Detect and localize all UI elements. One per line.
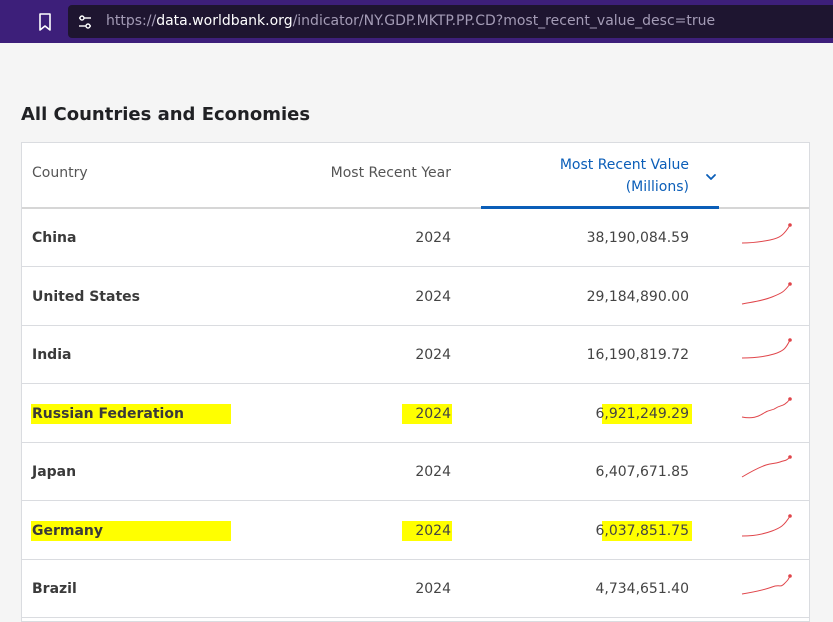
country-name[interactable]: United States	[32, 288, 140, 305]
sparkline-endpoint	[788, 574, 792, 578]
most-recent-year: 2024	[415, 230, 451, 246]
table-row[interactable]: Russian Federation 2024 6,921,249.29	[22, 385, 809, 443]
column-header-value[interactable]: Most Recent Value (Millions)	[560, 154, 689, 198]
sparkline-line	[741, 224, 791, 244]
most-recent-year: 2024	[415, 522, 451, 539]
text-highlight	[402, 520, 452, 541]
country-name[interactable]: Japan	[32, 464, 77, 480]
most-recent-value: 6,921,249.29	[595, 405, 689, 422]
sparkline-line	[741, 515, 791, 536]
table-row[interactable]: United States 2024 29,184,890.00	[22, 268, 809, 326]
sparkline-endpoint	[788, 396, 792, 401]
sparkline-line	[741, 456, 791, 478]
column-header-value-line2: (Millions)	[625, 179, 689, 195]
bookmark-icon[interactable]	[34, 11, 56, 33]
most-recent-value: 4,734,651.40	[595, 581, 689, 597]
sparkline-endpoint	[788, 223, 792, 227]
table-row[interactable]: Germany 2024 6,037,851.75	[22, 502, 809, 560]
most-recent-year: 2024	[415, 464, 451, 480]
sparkline-endpoint	[788, 513, 792, 518]
active-sort-indicator	[481, 206, 719, 209]
sparkline-endpoint	[788, 281, 792, 286]
column-header-year[interactable]: Most Recent Year	[330, 165, 451, 181]
most-recent-year: 2024	[415, 288, 451, 305]
sparkline-chart[interactable]	[740, 572, 794, 606]
most-recent-value: 29,184,890.00	[586, 288, 689, 305]
sparkline-chart[interactable]	[740, 396, 794, 431]
sparkline-endpoint	[788, 338, 792, 342]
table-header: Country Most Recent Year Most Recent Val…	[22, 143, 809, 209]
sparkline-chart[interactable]	[740, 513, 794, 548]
site-settings-icon[interactable]	[76, 13, 94, 31]
url-host: data.worldbank.org	[156, 13, 293, 29]
countries-table: Country Most Recent Year Most Recent Val…	[21, 142, 810, 622]
sparkline-chart[interactable]	[740, 338, 794, 372]
table-row[interactable]: Brazil 2024 4,734,651.40	[22, 560, 809, 618]
most-recent-value: 38,190,084.59	[586, 230, 689, 246]
text-highlight	[602, 403, 692, 424]
sparkline-chart[interactable]	[740, 221, 794, 255]
most-recent-value: 16,190,819.72	[586, 347, 689, 363]
text-highlight	[31, 403, 231, 424]
text-highlight	[602, 520, 692, 541]
sparkline-line	[741, 398, 791, 418]
most-recent-value: 6,037,851.75	[595, 522, 689, 539]
address-bar[interactable]: https://data.worldbank.org/indicator/NY.…	[68, 5, 833, 38]
sparkline-endpoint	[788, 455, 792, 459]
sparkline-line	[741, 339, 791, 359]
table-row[interactable]: Japan 2024 6,407,671.85	[22, 443, 809, 501]
most-recent-value: 6,407,671.85	[595, 464, 689, 480]
sparkline-chart[interactable]	[740, 455, 794, 489]
country-name[interactable]: India	[32, 347, 72, 363]
section-title: All Countries and Economies	[21, 104, 311, 125]
column-header-value-line1: Most Recent Value	[559, 157, 689, 173]
most-recent-year: 2024	[415, 347, 451, 363]
country-name[interactable]: Brazil	[32, 581, 77, 597]
country-name[interactable]: Russian Federation	[32, 405, 184, 422]
most-recent-year: 2024	[415, 581, 451, 597]
most-recent-year: 2024	[415, 405, 451, 422]
text-highlight	[402, 403, 452, 424]
country-name[interactable]: Germany	[32, 522, 104, 539]
url-scheme: https://	[106, 13, 157, 29]
url-path: /indicator/NY.GDP.MKTP.PP.CD?most_recent…	[292, 13, 716, 29]
browser-toolbar: https://data.worldbank.org/indicator/NY.…	[0, 0, 833, 43]
text-highlight	[31, 520, 231, 541]
table-row[interactable]: India 2024 16,190,819.72	[22, 326, 809, 384]
chevron-down-icon[interactable]	[704, 170, 718, 184]
country-name[interactable]: China	[32, 230, 77, 246]
url-text[interactable]: https://data.worldbank.org/indicator/NY.…	[106, 13, 715, 29]
table-row[interactable]: China 2024 38,190,084.59	[22, 209, 809, 267]
sparkline-line	[741, 283, 791, 304]
sparkline-line	[741, 575, 791, 595]
column-header-country[interactable]: Country	[32, 165, 88, 181]
sparkline-chart[interactable]	[740, 280, 794, 314]
